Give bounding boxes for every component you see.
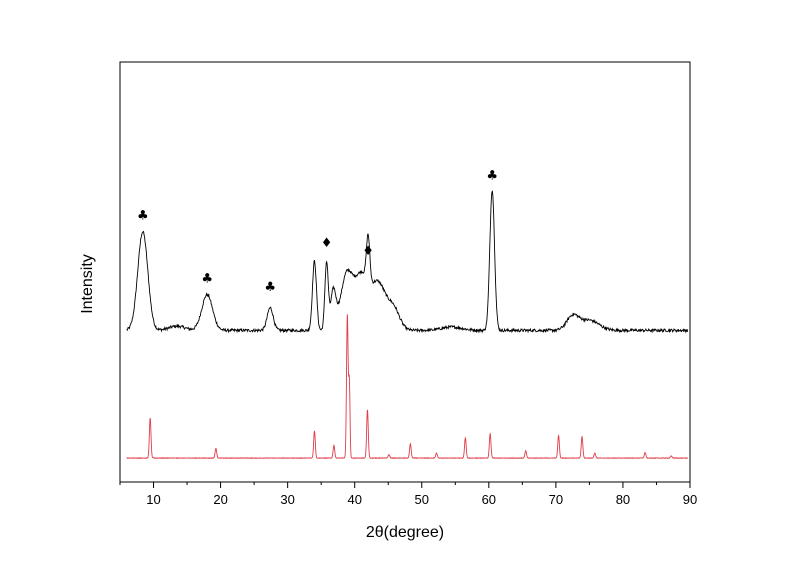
x-tick-label: 50: [415, 492, 429, 507]
x-tick-label: 30: [280, 492, 294, 507]
x-tick-label: 80: [616, 492, 630, 507]
x-tick-label: 10: [146, 492, 160, 507]
series-line-sample: [126, 190, 689, 334]
club-marker: ♣: [264, 280, 276, 295]
club-marker: ♣: [137, 209, 149, 224]
x-tick-label: 90: [683, 492, 697, 507]
x-tick-label: 70: [549, 492, 563, 507]
plot-frame: [119, 61, 691, 483]
x-axis: 10 20 30 40 50 60 70 80 90: [119, 482, 697, 507]
diamond-marker: ♦: [321, 236, 333, 251]
x-tick-label: 40: [347, 492, 361, 507]
y-axis-title: Intensity: [79, 254, 96, 314]
club-marker: ♣: [486, 169, 498, 184]
x-tick-label: 20: [213, 492, 227, 507]
diamond-marker: ♦: [362, 244, 374, 259]
series-layer: [126, 190, 689, 460]
annotation-layer: ♣ ♣ ♣ ♦ ♦ ♣: [137, 169, 498, 295]
x-axis-title: 2θ(degree): [366, 524, 444, 541]
x-tick-label: 60: [482, 492, 496, 507]
club-marker: ♣: [201, 272, 213, 287]
series-line-reference: [126, 314, 689, 460]
